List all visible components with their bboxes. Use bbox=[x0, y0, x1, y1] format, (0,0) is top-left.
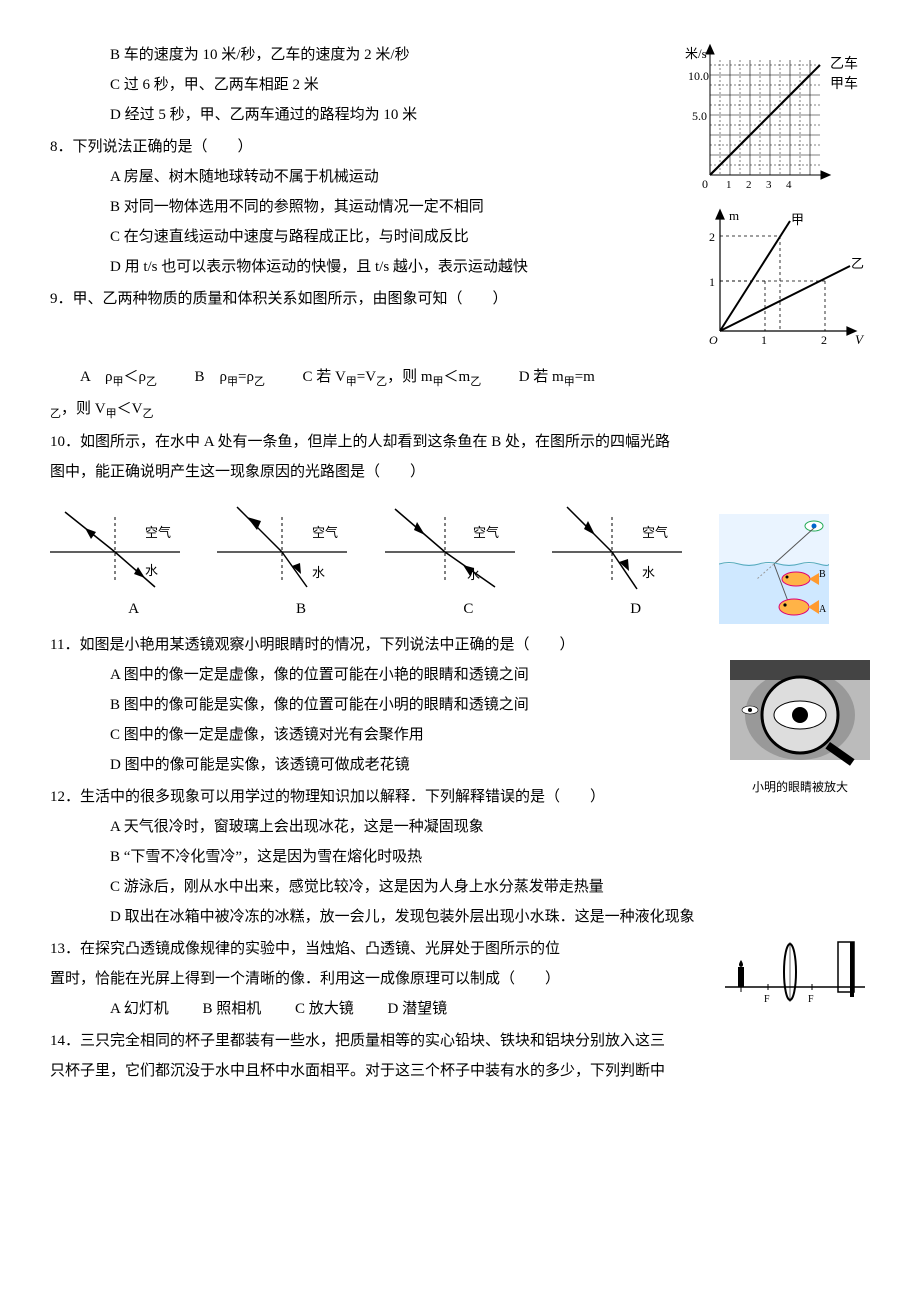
q10-diag-a: 空气 水 A bbox=[50, 497, 217, 624]
svg-text:乙车: 乙车 bbox=[830, 55, 858, 72]
svg-text:水: 水 bbox=[642, 565, 655, 580]
svg-text:空气: 空气 bbox=[642, 525, 668, 540]
svg-text:乙: 乙 bbox=[851, 256, 864, 271]
q13-opt-a: A 幻灯机 bbox=[110, 994, 169, 1024]
svg-text:5.0: 5.0 bbox=[692, 109, 707, 123]
svg-text:2: 2 bbox=[709, 230, 715, 244]
svg-text:O: O bbox=[709, 333, 718, 347]
q11-caption: 小明的眼睛被放大 bbox=[730, 775, 870, 799]
svg-text:A: A bbox=[819, 604, 827, 615]
q10-stem-1: 10．如图所示，在水中 A 处有一条鱼，但岸上的人却看到这条鱼在 B 处，在图所… bbox=[50, 427, 870, 457]
svg-text:1: 1 bbox=[726, 179, 732, 191]
q12-opt-b: B “下雪不冷化雪冷”，这是因为雪在熔化时吸热 bbox=[50, 842, 870, 872]
q11-figure: 小明的眼睛被放大 bbox=[730, 660, 870, 799]
svg-text:空气: 空气 bbox=[473, 525, 499, 540]
q13-opt-b: B 照相机 bbox=[203, 994, 262, 1024]
svg-text:1: 1 bbox=[709, 275, 715, 289]
q9-options: A ρ甲＜ρ乙 B ρ甲=ρ乙 C 若 V甲=V乙，则 m甲＜m乙 D 若 m甲… bbox=[50, 362, 870, 394]
q9-opt-b: B ρ甲=ρ乙 bbox=[195, 369, 269, 385]
svg-text:水: 水 bbox=[467, 567, 480, 582]
q14-stem-2: 只杯子里，它们都沉没于水中且杯中水面相平。对于这三个杯子中装有水的多少，下列判断… bbox=[50, 1056, 870, 1086]
q9-opt-d-cont: 乙，则 V甲＜V乙 bbox=[50, 394, 870, 425]
svg-text:10.0: 10.0 bbox=[688, 69, 709, 83]
q9-opt-a: A ρ甲＜ρ乙 bbox=[80, 369, 161, 385]
q9-opt-d: D 若 m甲=m bbox=[519, 369, 595, 385]
q13-figure: F F bbox=[720, 932, 870, 1012]
q11-stem: 11．如图是小艳用某透镜观察小明眼睛时的情况，下列说法中正确的是（ ） bbox=[50, 630, 870, 660]
q10-stem-2: 图中，能正确说明产生这一现象原因的光路图是（ ） bbox=[50, 457, 870, 487]
q10-diag-d: 空气 水 D bbox=[552, 497, 719, 624]
svg-text:2: 2 bbox=[821, 333, 827, 347]
svg-text:空气: 空气 bbox=[145, 525, 171, 540]
svg-text:F: F bbox=[764, 994, 770, 1005]
q12-opt-d: D 取出在冰箱中被冷冻的冰糕，放一会儿，发现包装外层出现小水珠．这是一种液化现象 bbox=[50, 902, 870, 932]
q10-diagrams: 空气 水 A 空气 水 B 空气 水 C bbox=[50, 497, 870, 624]
svg-text:空气: 空气 bbox=[312, 525, 338, 540]
q7-graph: 米/s 10.0 5.0 0 1 2 3 4 乙车 甲车 bbox=[680, 40, 870, 200]
q10-diag-b: 空气 水 B bbox=[217, 497, 384, 624]
svg-text:甲: 甲 bbox=[791, 212, 804, 227]
q10-diag-c: 空气 水 C bbox=[385, 497, 552, 624]
svg-text:m: m bbox=[729, 208, 739, 223]
svg-text:2: 2 bbox=[746, 179, 752, 191]
svg-text:水: 水 bbox=[312, 565, 325, 580]
svg-text:F: F bbox=[808, 994, 814, 1005]
svg-text:4: 4 bbox=[786, 179, 792, 191]
svg-text:0: 0 bbox=[702, 177, 708, 191]
svg-text:B: B bbox=[819, 569, 826, 580]
q13-opt-d: D 潜望镜 bbox=[388, 994, 448, 1024]
q14-stem-1: 14．三只完全相同的杯子里都装有一些水，把质量相等的实心铅块、铁块和铝块分别放入… bbox=[50, 1026, 870, 1056]
q9-opt-c: C 若 V甲=V乙，则 m甲＜m乙 bbox=[302, 369, 484, 385]
q10-fish-scene: B A bbox=[719, 514, 870, 624]
svg-text:1: 1 bbox=[761, 333, 767, 347]
svg-text:3: 3 bbox=[766, 179, 772, 191]
q9-graph: m V O 1 2 1 2 甲 乙 bbox=[695, 206, 870, 356]
svg-text:米/s: 米/s bbox=[685, 46, 707, 61]
svg-text:V: V bbox=[855, 332, 865, 347]
svg-text:水: 水 bbox=[145, 563, 158, 578]
svg-text:甲车: 甲车 bbox=[830, 75, 858, 92]
q13-opt-c: C 放大镜 bbox=[295, 994, 354, 1024]
q12-opt-c: C 游泳后，刚从水中出来，感觉比较冷，这是因为人身上水分蒸发带走热量 bbox=[50, 872, 870, 902]
q12-opt-a: A 天气很冷时，窗玻璃上会出现冰花，这是一种凝固现象 bbox=[50, 812, 870, 842]
